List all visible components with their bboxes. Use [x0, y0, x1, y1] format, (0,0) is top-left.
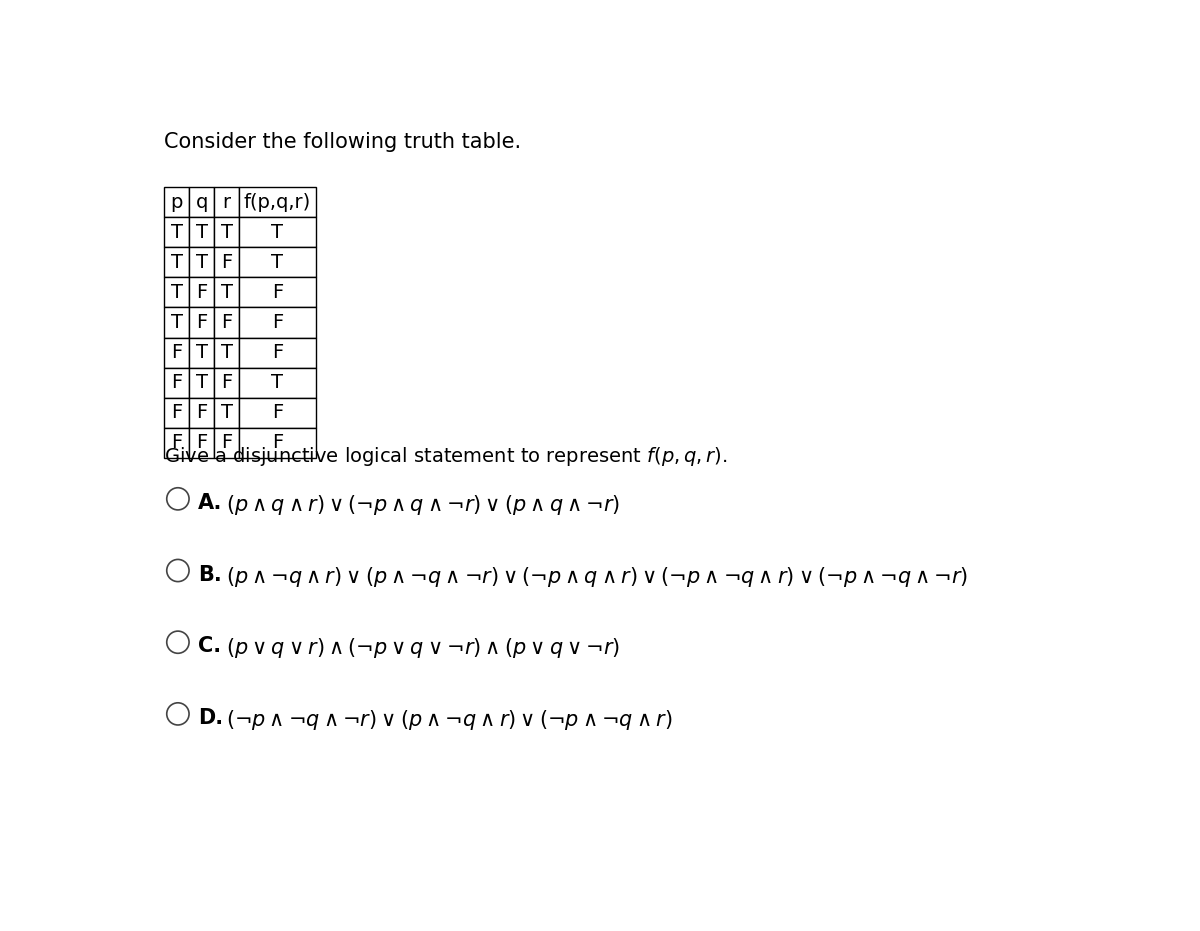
Text: $(p \wedge q \wedge r) \vee (\neg p \wedge q \wedge \neg r) \vee (p \wedge q \we: $(p \wedge q \wedge r) \vee (\neg p \wed… — [227, 493, 620, 517]
Bar — [214, 398, 239, 428]
Text: F: F — [221, 434, 233, 452]
Bar — [239, 398, 316, 428]
Bar — [190, 248, 214, 277]
Text: F: F — [221, 313, 233, 332]
Bar — [239, 187, 316, 217]
Bar — [164, 398, 190, 428]
Text: T: T — [271, 373, 283, 392]
Bar — [239, 428, 316, 458]
Text: F: F — [196, 434, 208, 452]
Text: F: F — [170, 403, 182, 423]
Text: T: T — [170, 252, 182, 272]
Bar — [214, 248, 239, 277]
Text: Consider the following truth table.: Consider the following truth table. — [164, 132, 521, 152]
Text: F: F — [196, 313, 208, 332]
Text: $(\neg p \wedge \neg q \wedge \neg r) \vee (p \wedge \neg q \wedge r) \vee (\neg: $(\neg p \wedge \neg q \wedge \neg r) \v… — [227, 708, 673, 732]
Text: T: T — [196, 223, 208, 242]
Text: T: T — [170, 313, 182, 332]
Bar — [164, 277, 190, 307]
Text: T: T — [221, 344, 233, 362]
Text: f(p,q,r): f(p,q,r) — [244, 193, 311, 211]
Bar — [164, 217, 190, 248]
Bar — [164, 338, 190, 368]
Text: F: F — [170, 373, 182, 392]
Bar — [190, 187, 214, 217]
Bar — [190, 277, 214, 307]
Text: T: T — [170, 283, 182, 302]
Text: $(p \vee q \vee r) \wedge (\neg p \vee q \vee \neg r) \wedge (p \vee q \vee \neg: $(p \vee q \vee r) \wedge (\neg p \vee q… — [227, 637, 620, 660]
Text: $(p \wedge \neg q \wedge r) \vee (p \wedge \neg q \wedge \neg r) \vee (\neg p \w: $(p \wedge \neg q \wedge r) \vee (p \wed… — [227, 565, 968, 588]
Text: F: F — [271, 344, 283, 362]
Text: F: F — [170, 434, 182, 452]
Text: T: T — [221, 223, 233, 242]
Bar — [214, 368, 239, 398]
Bar — [190, 368, 214, 398]
Text: T: T — [196, 373, 208, 392]
Bar — [190, 428, 214, 458]
Text: F: F — [271, 403, 283, 423]
Bar — [164, 428, 190, 458]
Bar — [239, 368, 316, 398]
Bar — [164, 248, 190, 277]
Text: T: T — [221, 403, 233, 423]
Bar — [214, 277, 239, 307]
Bar — [214, 338, 239, 368]
Bar — [214, 428, 239, 458]
Bar — [239, 307, 316, 338]
Text: q: q — [196, 193, 208, 211]
Text: r: r — [223, 193, 230, 211]
Text: F: F — [271, 313, 283, 332]
Bar — [214, 307, 239, 338]
Text: F: F — [196, 403, 208, 423]
Text: F: F — [196, 283, 208, 302]
Text: T: T — [196, 344, 208, 362]
Text: T: T — [196, 252, 208, 272]
Text: C.: C. — [198, 637, 222, 656]
Bar — [239, 248, 316, 277]
Bar — [164, 307, 190, 338]
Text: F: F — [271, 283, 283, 302]
Text: A.: A. — [198, 493, 223, 513]
Bar — [239, 338, 316, 368]
Bar — [164, 368, 190, 398]
Text: T: T — [271, 223, 283, 242]
Text: F: F — [271, 434, 283, 452]
Text: T: T — [271, 252, 283, 272]
Text: D.: D. — [198, 708, 223, 728]
Bar — [190, 398, 214, 428]
Bar — [239, 277, 316, 307]
Bar — [164, 187, 190, 217]
Text: p: p — [170, 193, 182, 211]
Bar — [239, 217, 316, 248]
Text: F: F — [221, 252, 233, 272]
Bar — [214, 217, 239, 248]
Text: F: F — [221, 373, 233, 392]
Text: T: T — [221, 283, 233, 302]
Text: B.: B. — [198, 565, 222, 585]
Bar — [214, 187, 239, 217]
Bar — [190, 217, 214, 248]
Text: Give a disjunctive logical statement to represent $f(p, q, r)$.: Give a disjunctive logical statement to … — [164, 445, 727, 468]
Text: T: T — [170, 223, 182, 242]
Text: F: F — [170, 344, 182, 362]
Bar — [190, 338, 214, 368]
Bar — [190, 307, 214, 338]
